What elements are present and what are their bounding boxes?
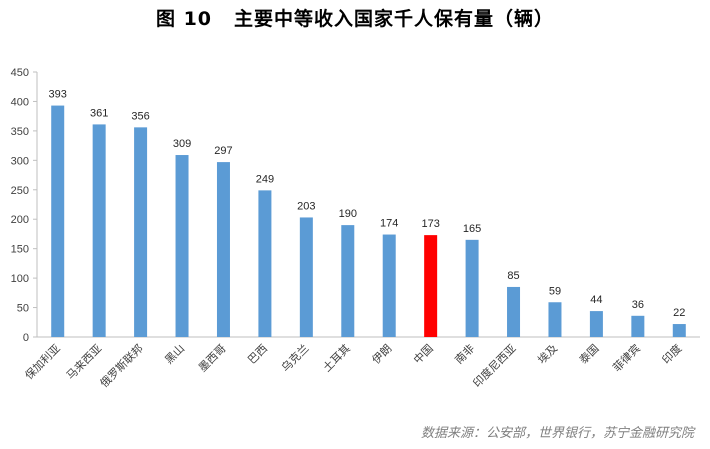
data-label: 44 <box>590 294 602 306</box>
bar <box>92 124 106 338</box>
category-label: 伊朗 <box>370 342 395 367</box>
figure-number: 图 10 <box>155 8 213 30</box>
bar <box>175 155 189 337</box>
bar <box>589 311 603 337</box>
category-label: 巴西 <box>245 342 270 367</box>
category-label: 保加利亚 <box>22 341 63 382</box>
y-tick-label: 100 <box>11 273 29 285</box>
bar <box>672 324 686 337</box>
data-label: 393 <box>49 89 67 101</box>
y-tick-label: 50 <box>17 303 29 315</box>
data-label: 249 <box>256 173 274 185</box>
figure-title-text: 主要中等收入国家千人保有量（辆） <box>234 8 555 30</box>
data-label: 309 <box>173 138 191 150</box>
y-tick-label: 0 <box>23 332 29 344</box>
data-label: 22 <box>673 307 685 319</box>
bar <box>548 302 562 337</box>
category-label: 墨西哥 <box>196 342 229 375</box>
category-label: 印度 <box>659 341 684 366</box>
chart-title: 图 10 主要中等收入国家千人保有量（辆） <box>0 4 710 31</box>
category-label: 中国 <box>411 342 436 367</box>
bar <box>216 162 230 337</box>
category-label: 马来西亚 <box>64 342 104 382</box>
bar <box>51 105 65 337</box>
category-label: 南非 <box>452 342 477 367</box>
category-label: 泰国 <box>576 341 601 366</box>
source-note: 数据来源：公安部，世界银行，苏宁金融研究院 <box>420 426 694 441</box>
data-label: 36 <box>632 299 644 311</box>
y-tick-label: 200 <box>11 214 29 226</box>
data-label: 361 <box>90 107 108 119</box>
bar <box>631 315 645 337</box>
data-label: 174 <box>380 218 398 230</box>
category-label: 乌克兰 <box>278 341 311 374</box>
category-label: 埃及 <box>535 341 560 366</box>
bar <box>507 286 521 337</box>
data-label: 190 <box>339 208 357 220</box>
category-label: 印度尼西亚 <box>470 341 519 390</box>
data-label: 356 <box>131 110 149 122</box>
y-tick-label: 350 <box>11 126 29 138</box>
data-label: 59 <box>549 285 561 297</box>
bar <box>465 239 479 337</box>
bar <box>341 225 355 337</box>
data-label: 297 <box>214 145 232 157</box>
y-tick-label: 300 <box>11 155 29 167</box>
y-tick-label: 250 <box>11 185 29 197</box>
category-label: 黑山 <box>162 342 187 367</box>
bar <box>134 127 148 337</box>
data-label: 85 <box>507 270 519 282</box>
bar <box>382 234 396 337</box>
data-label: 165 <box>463 223 481 235</box>
bar <box>299 217 313 337</box>
y-tick-label: 150 <box>11 244 29 256</box>
y-tick-label: 450 <box>11 67 29 79</box>
bar <box>258 190 272 337</box>
y-tick-label: 400 <box>11 96 29 108</box>
bar <box>424 235 438 337</box>
data-label: 173 <box>421 218 439 230</box>
data-label: 203 <box>297 200 315 212</box>
category-label: 俄罗斯联邦 <box>98 342 146 390</box>
category-label: 菲律宾 <box>610 341 643 374</box>
category-label: 土耳其 <box>320 342 353 375</box>
